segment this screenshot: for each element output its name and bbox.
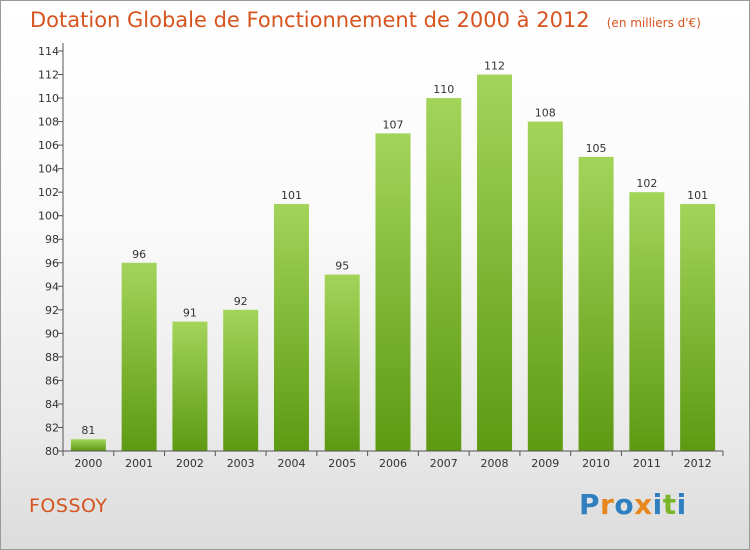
y-tick-label: 106 <box>38 139 59 152</box>
bar-value-label: 102 <box>636 177 657 190</box>
bar-value-label: 108 <box>535 107 556 120</box>
logo-letter: i <box>652 488 663 521</box>
bar-value-label: 110 <box>433 83 454 96</box>
bar <box>324 274 360 451</box>
bar-value-label: 95 <box>335 260 349 273</box>
bar <box>426 98 462 451</box>
x-tick-label: 2001 <box>125 457 153 470</box>
y-tick-label: 110 <box>38 92 59 105</box>
y-tick-label: 102 <box>38 186 59 199</box>
y-tick-label: 92 <box>45 304 59 317</box>
y-tick-label: 98 <box>45 233 59 246</box>
bar-series: 81 96 91 92 101 95 107 110 112 108 105 102 101 <box>70 60 716 452</box>
logo-letter: P <box>579 488 601 521</box>
chart-title-main: Dotation Globale de Fonctionnement de 20… <box>30 8 590 32</box>
x-tick-label: 2004 <box>277 457 305 470</box>
x-tick-label: 2007 <box>430 457 458 470</box>
x-tick-label: 2003 <box>227 457 255 470</box>
y-tick-label: 86 <box>45 374 59 387</box>
y-tick-label: 114 <box>38 45 59 58</box>
bar <box>629 192 665 452</box>
y-tick-label: 88 <box>45 351 59 364</box>
bar <box>578 156 614 451</box>
bar-value-label: 101 <box>281 189 302 202</box>
x-tick-label: 2008 <box>481 457 509 470</box>
x-tick-label: 2009 <box>531 457 559 470</box>
x-tick-label: 2000 <box>74 457 102 470</box>
bar-value-label: 81 <box>81 424 95 437</box>
x-tick-label: 2011 <box>633 457 661 470</box>
logo-letter: t <box>662 488 677 521</box>
y-tick-label: 94 <box>45 280 59 293</box>
proxiti-logo[interactable]: Proxiti <box>579 488 687 521</box>
bar <box>172 321 208 451</box>
x-tick-label: 2006 <box>379 457 407 470</box>
y-tick-label: 82 <box>45 421 59 434</box>
y-tick-label: 108 <box>38 116 59 129</box>
y-tick-label: 112 <box>38 69 59 82</box>
bar <box>223 309 259 451</box>
y-tick-label: 100 <box>38 210 59 223</box>
bar-value-label: 96 <box>132 248 146 261</box>
bar-value-label: 101 <box>687 189 708 202</box>
x-tick-label: 2012 <box>684 457 712 470</box>
bar <box>375 133 411 451</box>
bar <box>121 262 157 451</box>
bar <box>680 203 716 451</box>
y-tick-label: 84 <box>45 398 59 411</box>
chart-title-unit: (en milliers d'€) <box>606 16 701 30</box>
commune-name: FOSSOY <box>29 495 108 517</box>
x-tick-label: 2010 <box>582 457 610 470</box>
bar <box>477 74 513 451</box>
logo-letter: r <box>600 488 615 521</box>
bar-value-label: 105 <box>586 142 607 155</box>
logo-letter: x <box>634 488 653 521</box>
chart-title: Dotation Globale de Fonctionnement de 20… <box>30 8 701 32</box>
y-tick-label: 104 <box>38 163 59 176</box>
bar-value-label: 91 <box>183 307 197 320</box>
x-tick-label: 2002 <box>176 457 204 470</box>
bar-value-label: 112 <box>484 60 505 73</box>
y-tick-label: 90 <box>45 327 59 340</box>
y-axis: 80 82 84 86 88 90 92 94 96 98 100 102 104 106 108 110 11… <box>38 43 64 458</box>
bar <box>527 121 563 452</box>
x-tick-label: 2005 <box>328 457 356 470</box>
bar <box>70 439 106 451</box>
x-axis: 2000 2001 2002 2003 2004 2005 2006 2007 2008 2009… <box>62 450 724 470</box>
bar <box>273 203 309 451</box>
logo-letter: i <box>676 488 687 521</box>
y-tick-label: 96 <box>45 257 59 270</box>
bar-value-label: 92 <box>234 295 248 308</box>
logo-letter: o <box>614 488 635 521</box>
y-tick-label: 80 <box>45 445 59 458</box>
bar-value-label: 107 <box>383 118 404 131</box>
